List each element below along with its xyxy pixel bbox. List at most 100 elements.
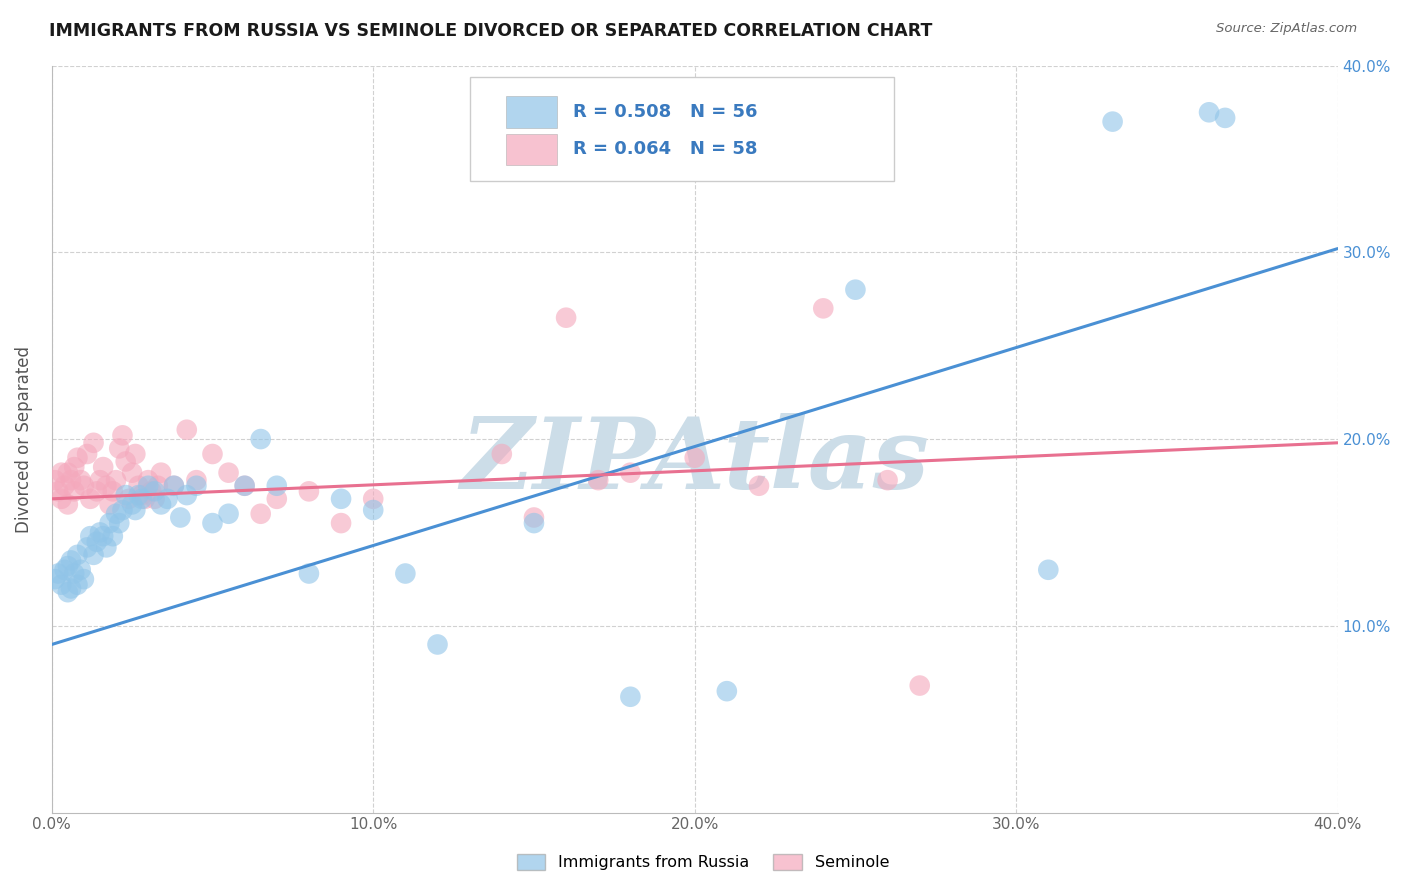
Point [218,466,240,480]
FancyBboxPatch shape [506,134,557,165]
Point [101,484,124,499]
Point [56,559,79,574]
Point [748,479,770,493]
Point [73,572,96,586]
Legend: Immigrants from Russia, Seminole: Immigrants from Russia, Seminole [510,847,896,877]
Point [76,541,98,555]
Point [89,473,111,487]
Point [124,447,146,461]
Point [86,484,108,499]
Point [96,479,118,493]
Point [44,572,66,586]
Point [150,466,173,480]
Point [146,479,169,493]
Point [266,479,288,493]
Point [63,460,86,475]
Point [163,479,186,493]
Point [426,638,449,652]
Point [79,491,101,506]
Point [361,503,384,517]
Point [298,566,321,581]
Point [1198,105,1220,120]
Point [683,450,706,465]
Point [66,450,89,465]
Point [111,503,134,517]
Point [56,498,79,512]
Point [51,578,73,592]
Point [63,566,86,581]
Point [1101,114,1123,128]
Point [186,473,208,487]
Point [218,507,240,521]
Point [118,491,141,506]
Point [233,479,256,493]
Text: R = 0.508   N = 56: R = 0.508 N = 56 [572,103,756,121]
Point [136,473,159,487]
FancyBboxPatch shape [506,96,557,128]
Point [86,534,108,549]
Point [60,582,83,596]
Point [619,466,641,480]
Point [98,498,121,512]
Point [66,548,89,562]
Point [89,525,111,540]
Point [46,484,69,499]
Point [79,529,101,543]
Point [111,428,134,442]
Point [83,435,105,450]
Point [105,507,128,521]
Point [131,491,153,506]
Point [114,488,136,502]
Point [60,553,83,567]
Point [844,283,866,297]
Text: Source: ZipAtlas.com: Source: ZipAtlas.com [1216,22,1357,36]
Point [124,503,146,517]
Point [121,498,143,512]
Point [69,473,91,487]
Point [176,423,198,437]
Point [169,510,191,524]
Point [908,679,931,693]
FancyBboxPatch shape [470,77,894,181]
Point [201,447,224,461]
Point [186,479,208,493]
Point [76,447,98,461]
Point [298,484,321,499]
Point [60,473,83,487]
Point [131,488,153,502]
Point [141,484,163,499]
Point [233,479,256,493]
Point [619,690,641,704]
Point [51,491,73,506]
Point [53,479,76,493]
Point [108,516,131,530]
Point [56,585,79,599]
Point [156,491,179,506]
Point [44,473,66,487]
Point [491,447,513,461]
Point [876,473,898,487]
Point [114,454,136,468]
Point [128,488,150,502]
Point [108,442,131,456]
Point [150,498,173,512]
Point [96,541,118,555]
Point [586,473,609,487]
Point [555,310,578,325]
Point [121,466,143,480]
Point [394,566,416,581]
Point [91,460,114,475]
Point [330,516,353,530]
Text: ZIPAtlas: ZIPAtlas [460,413,929,509]
Point [53,563,76,577]
Point [101,529,124,543]
Point [63,484,86,499]
Point [46,566,69,581]
Point [1213,111,1236,125]
Point [523,516,546,530]
Point [813,301,835,316]
Text: R = 0.064   N = 58: R = 0.064 N = 58 [572,140,756,158]
Point [134,491,156,506]
Point [98,516,121,530]
Point [143,491,166,506]
